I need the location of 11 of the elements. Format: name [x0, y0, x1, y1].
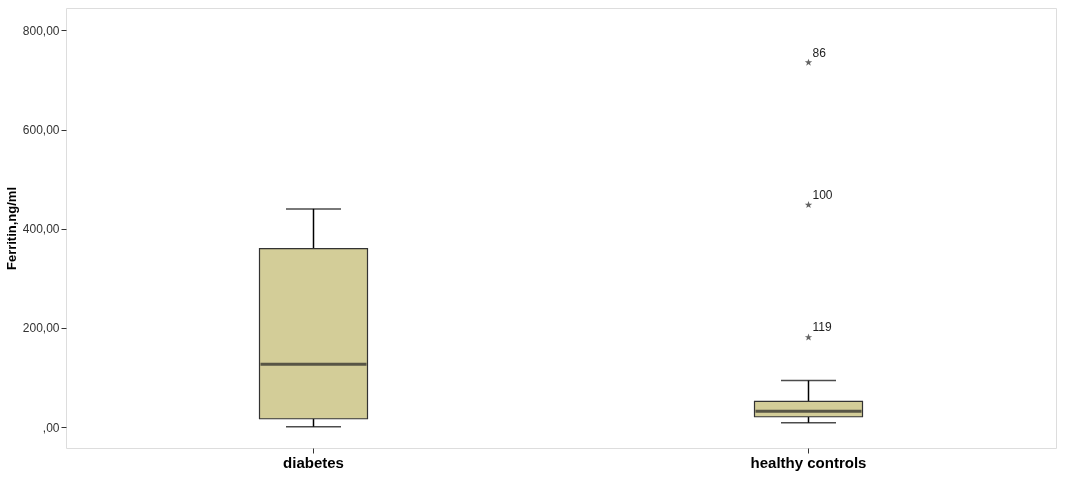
y-axis-title: Ferritin,ng/ml — [3, 186, 19, 271]
annotation: 100 — [812, 187, 833, 202]
annotation: 86 — [812, 45, 827, 60]
y-tick-label: ,00 — [42, 420, 60, 435]
y-tick-label: 400,00 — [22, 222, 60, 237]
y-tick-label: 800,00 — [22, 23, 60, 38]
y-tick-label: 200,00 — [22, 321, 60, 336]
annotation: 119 — [812, 320, 832, 335]
y-tick-label: 600,00 — [22, 123, 60, 138]
x-tick-label: healthy controls — [750, 453, 867, 471]
x-tick-label: diabetes — [283, 453, 344, 471]
